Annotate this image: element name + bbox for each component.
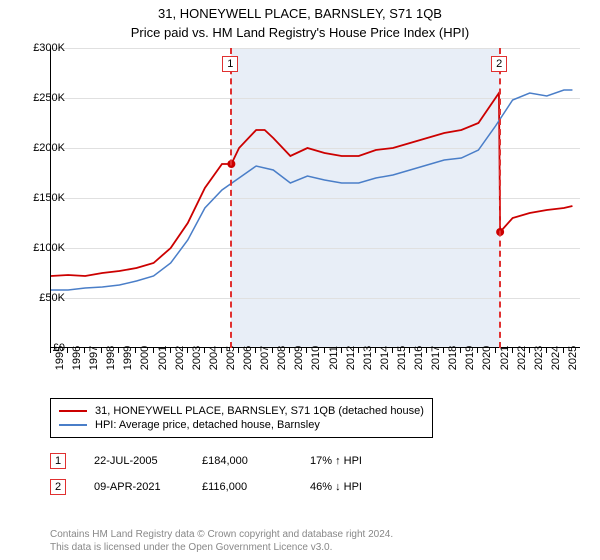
marker-table-box: 1 bbox=[50, 453, 66, 469]
x-tick-mark bbox=[255, 348, 256, 353]
marker-line bbox=[499, 48, 501, 348]
x-tick-label: 2015 bbox=[396, 346, 408, 370]
x-tick-label: 2006 bbox=[242, 346, 254, 370]
x-tick-mark bbox=[495, 348, 496, 353]
x-tick-label: 2014 bbox=[379, 346, 391, 370]
x-tick-label: 2018 bbox=[447, 346, 459, 370]
x-tick-label: 2017 bbox=[430, 346, 442, 370]
x-tick-label: 2022 bbox=[516, 346, 528, 370]
x-tick-mark bbox=[84, 348, 85, 353]
x-tick-mark bbox=[289, 348, 290, 353]
marker-price: £116,000 bbox=[202, 481, 282, 493]
x-tick-mark bbox=[101, 348, 102, 353]
marker-table-row: 2 09-APR-2021 £116,000 46% ↓ HPI bbox=[50, 474, 390, 500]
legend-row: HPI: Average price, detached house, Barn… bbox=[59, 418, 424, 432]
series-line bbox=[51, 93, 572, 276]
x-tick-label: 1999 bbox=[122, 346, 134, 370]
x-tick-label: 1995 bbox=[54, 346, 66, 370]
y-tick-label: £200K bbox=[33, 142, 65, 154]
x-tick-mark bbox=[426, 348, 427, 353]
x-tick-label: 2021 bbox=[499, 346, 511, 370]
x-tick-label: 2025 bbox=[567, 346, 579, 370]
x-tick-mark bbox=[529, 348, 530, 353]
y-tick-label: £250K bbox=[33, 92, 65, 104]
x-tick-mark bbox=[324, 348, 325, 353]
x-tick-label: 2005 bbox=[225, 346, 237, 370]
x-tick-mark bbox=[187, 348, 188, 353]
legend-swatch-icon bbox=[59, 410, 87, 412]
x-tick-label: 2010 bbox=[310, 346, 322, 370]
series-line bbox=[51, 90, 572, 290]
x-tick-label: 1998 bbox=[105, 346, 117, 370]
x-tick-label: 2023 bbox=[533, 346, 545, 370]
x-tick-mark bbox=[118, 348, 119, 353]
x-tick-mark bbox=[153, 348, 154, 353]
x-tick-label: 2000 bbox=[139, 346, 151, 370]
x-tick-mark bbox=[460, 348, 461, 353]
y-tick-label: £50K bbox=[39, 292, 65, 304]
marker-diff: 17% ↑ HPI bbox=[310, 455, 390, 467]
x-tick-label: 2004 bbox=[208, 346, 220, 370]
x-tick-label: 2012 bbox=[345, 346, 357, 370]
footer-text: Contains HM Land Registry data © Crown c… bbox=[50, 528, 393, 554]
x-tick-label: 2009 bbox=[293, 346, 305, 370]
marker-date: 09-APR-2021 bbox=[94, 481, 174, 493]
legend-row: 31, HONEYWELL PLACE, BARNSLEY, S71 1QB (… bbox=[59, 404, 424, 418]
x-tick-label: 2008 bbox=[276, 346, 288, 370]
x-tick-mark bbox=[512, 348, 513, 353]
x-tick-mark bbox=[221, 348, 222, 353]
y-tick-label: £150K bbox=[33, 192, 65, 204]
x-tick-mark bbox=[341, 348, 342, 353]
footer-line-2: This data is licensed under the Open Gov… bbox=[50, 541, 393, 554]
marker-box: 1 bbox=[222, 56, 238, 72]
legend-box: 31, HONEYWELL PLACE, BARNSLEY, S71 1QB (… bbox=[50, 398, 433, 438]
x-tick-mark bbox=[358, 348, 359, 353]
x-tick-mark bbox=[443, 348, 444, 353]
x-tick-mark bbox=[563, 348, 564, 353]
chart-container: 31, HONEYWELL PLACE, BARNSLEY, S71 1QB P… bbox=[0, 0, 600, 560]
x-tick-label: 2007 bbox=[259, 346, 271, 370]
marker-table-box: 2 bbox=[50, 479, 66, 495]
marker-price: £184,000 bbox=[202, 455, 282, 467]
x-tick-mark bbox=[67, 348, 68, 353]
x-tick-label: 2019 bbox=[464, 346, 476, 370]
x-tick-label: 2016 bbox=[413, 346, 425, 370]
x-tick-label: 2001 bbox=[157, 346, 169, 370]
x-tick-mark bbox=[306, 348, 307, 353]
x-tick-mark bbox=[135, 348, 136, 353]
x-tick-label: 2003 bbox=[191, 346, 203, 370]
legend-label: 31, HONEYWELL PLACE, BARNSLEY, S71 1QB (… bbox=[95, 405, 424, 417]
x-tick-mark bbox=[50, 348, 51, 353]
marker-box: 2 bbox=[491, 56, 507, 72]
x-tick-label: 2011 bbox=[328, 346, 340, 370]
legend-label: HPI: Average price, detached house, Barn… bbox=[95, 419, 320, 431]
x-tick-label: 1996 bbox=[71, 346, 83, 370]
x-tick-mark bbox=[477, 348, 478, 353]
legend-swatch-icon bbox=[59, 424, 87, 426]
x-tick-label: 2002 bbox=[174, 346, 186, 370]
x-tick-mark bbox=[272, 348, 273, 353]
x-tick-mark bbox=[392, 348, 393, 353]
x-tick-mark bbox=[409, 348, 410, 353]
x-tick-mark bbox=[238, 348, 239, 353]
marker-line bbox=[230, 48, 232, 348]
x-tick-mark bbox=[204, 348, 205, 353]
marker-diff: 46% ↓ HPI bbox=[310, 481, 390, 493]
x-tick-label: 2024 bbox=[550, 346, 562, 370]
x-tick-mark bbox=[375, 348, 376, 353]
y-tick-label: £100K bbox=[33, 242, 65, 254]
x-tick-label: 1997 bbox=[88, 346, 100, 370]
x-tick-mark bbox=[170, 348, 171, 353]
x-tick-label: 2013 bbox=[362, 346, 374, 370]
marker-table-row: 1 22-JUL-2005 £184,000 17% ↑ HPI bbox=[50, 448, 390, 474]
marker-table: 1 22-JUL-2005 £184,000 17% ↑ HPI 2 09-APR-202… bbox=[50, 448, 390, 500]
y-tick-label: £300K bbox=[33, 42, 65, 54]
footer-line-1: Contains HM Land Registry data © Crown c… bbox=[50, 528, 393, 541]
x-tick-mark bbox=[546, 348, 547, 353]
chart-title: 31, HONEYWELL PLACE, BARNSLEY, S71 1QB bbox=[0, 0, 600, 21]
marker-date: 22-JUL-2005 bbox=[94, 455, 174, 467]
x-tick-label: 2020 bbox=[481, 346, 493, 370]
chart-subtitle: Price paid vs. HM Land Registry's House … bbox=[0, 21, 600, 46]
